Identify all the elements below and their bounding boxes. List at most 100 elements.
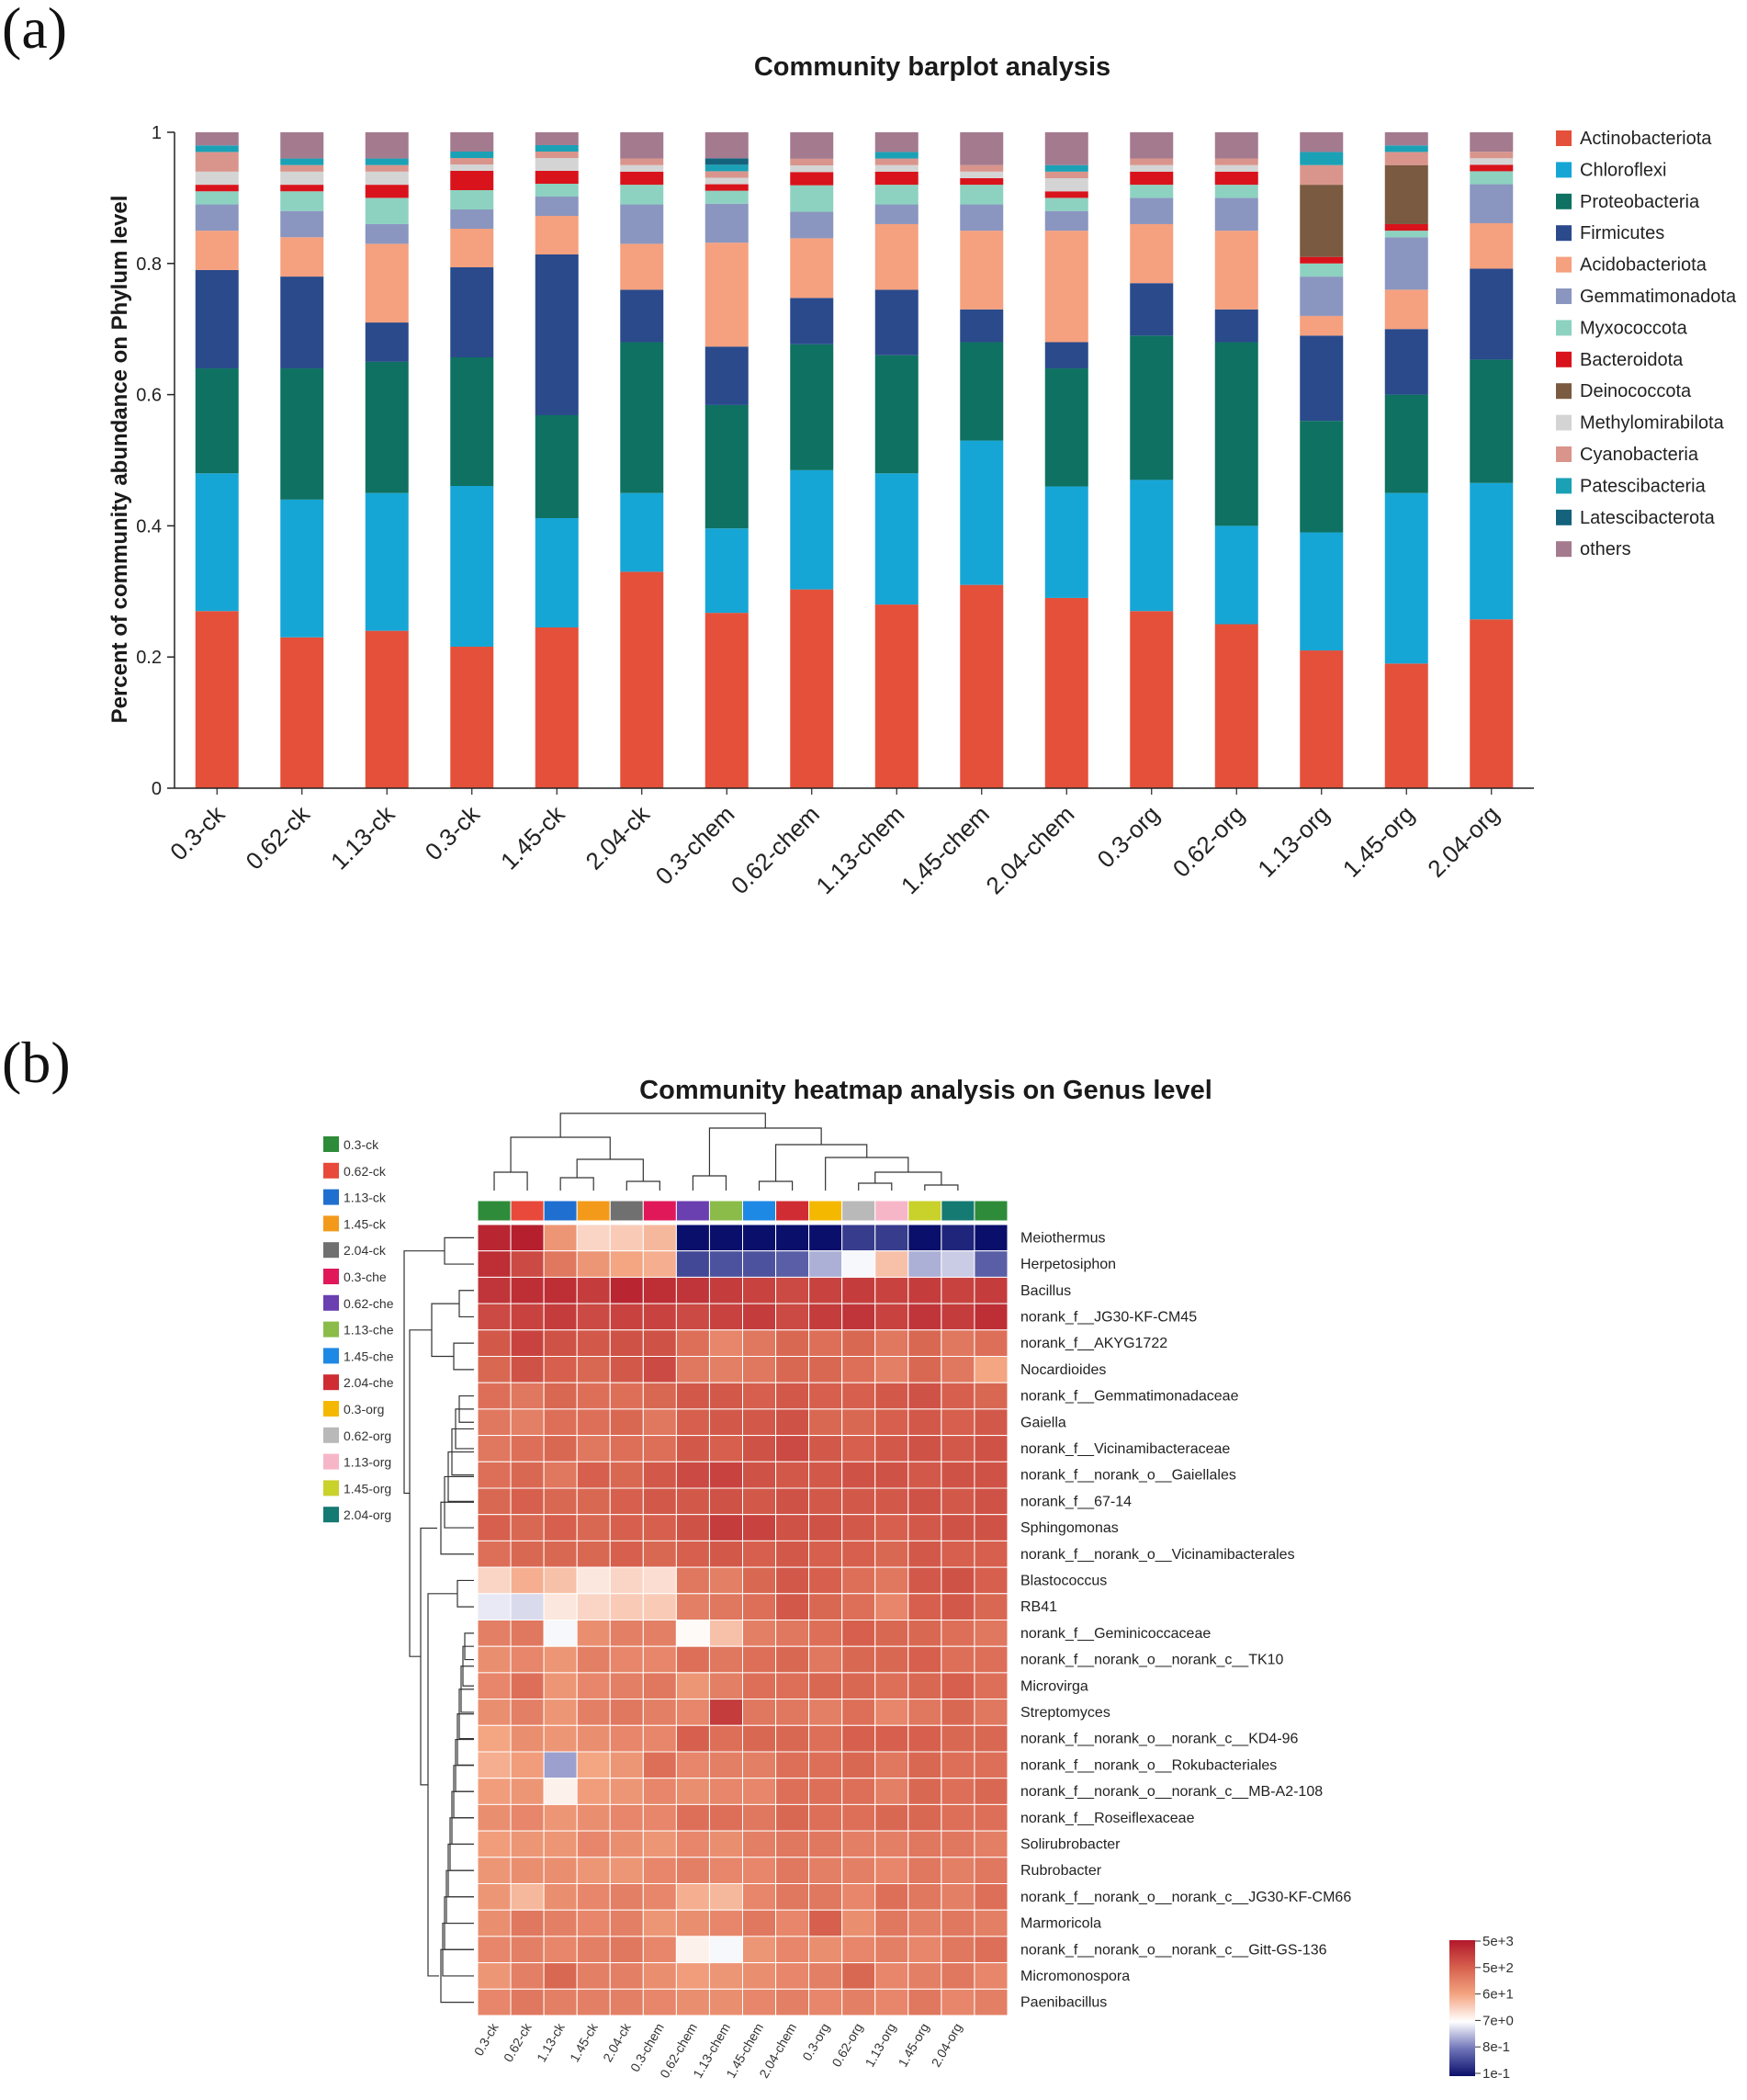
- heatmap-cell-15-12: [874, 1620, 909, 1647]
- heatmap-cell-9-9: [775, 1461, 810, 1489]
- bar-segment-acidobacteriota-3: [450, 229, 494, 267]
- heatmap-cell-7-9: [775, 1408, 810, 1437]
- heatmap-cell-9-10: [808, 1461, 843, 1489]
- heatmap-cell-11-7: [708, 1514, 743, 1541]
- bar-segment-chloroflexi-6: [704, 528, 749, 614]
- legend-label-proteobacteria: Proteobacteria: [1580, 192, 1700, 212]
- bar-segment-firmicutes-15: [1470, 268, 1514, 360]
- heatmap-cell-1-15: [974, 1250, 1009, 1278]
- heatmap-cell-22-12: [874, 1803, 909, 1832]
- heatmap-cell-12-12: [874, 1540, 909, 1568]
- heatmap-cell-27-5: [642, 1936, 677, 1964]
- heatmap-cell-17-13: [907, 1672, 942, 1700]
- barplot-x-tick-label: 0.62-org: [1167, 800, 1250, 883]
- heatmap-cell-28-5: [642, 1962, 677, 1990]
- heatmap-cell-24-13: [907, 1857, 942, 1885]
- heatmap-cell-20-7: [708, 1751, 743, 1779]
- heatmap-cell-23-9: [775, 1830, 810, 1858]
- heatmap-cell-24-14: [941, 1857, 975, 1885]
- group-legend-swatch: [323, 1401, 339, 1417]
- bar-segment-proteobacteria-3: [450, 357, 494, 486]
- heatmap-cell-24-15: [974, 1857, 1009, 1885]
- heatmap-cell-17-10: [808, 1672, 843, 1700]
- heatmap-cell-29-5: [642, 1988, 677, 2016]
- heatmap-cell-12-6: [675, 1540, 710, 1568]
- group-legend-label: 1.45-org: [344, 1481, 391, 1496]
- group-legend-swatch: [323, 1507, 339, 1523]
- heatmap-cell-20-8: [742, 1751, 777, 1779]
- bar-segment-cyanobacteria-9: [960, 164, 1004, 172]
- heatmap-cell-26-0: [477, 1909, 512, 1937]
- heatmap-cell-1-0: [477, 1250, 512, 1278]
- heatmap-cell-27-11: [841, 1936, 876, 1964]
- heatmap-cell-11-15: [974, 1514, 1009, 1541]
- heatmap-cell-26-14: [941, 1909, 975, 1937]
- dendrogram-link: [692, 1175, 727, 1191]
- heatmap-cell-12-7: [708, 1540, 743, 1568]
- heatmap-cell-11-1: [510, 1514, 545, 1541]
- heatmap-cell-9-2: [543, 1461, 578, 1489]
- heatmap-cell-8-9: [775, 1435, 810, 1462]
- heatmap-cell-12-15: [974, 1540, 1009, 1568]
- group-legend-swatch: [323, 1242, 339, 1259]
- bar-segment-firmicutes-0: [195, 269, 239, 369]
- heatmap-cell-23-15: [974, 1830, 1009, 1858]
- heatmap-cell-9-8: [742, 1461, 777, 1489]
- heatmap-cell-27-8: [742, 1936, 777, 1964]
- barplot-x-tick-label: 1.45-chem: [896, 800, 995, 899]
- heatmap-cell-11-6: [675, 1514, 710, 1541]
- heatmap-cell-21-15: [974, 1778, 1009, 1805]
- heatmap-cell-13-3: [576, 1566, 611, 1595]
- heatmap-cell-1-1: [510, 1250, 545, 1278]
- heatmap-cell-23-2: [543, 1830, 578, 1858]
- heatmap-cell-3-10: [808, 1303, 843, 1331]
- heatmap-cell-23-13: [907, 1830, 942, 1858]
- bar-segment-methylomirabilota-0: [195, 171, 239, 186]
- bar-segment-actinobacteriota-14: [1384, 663, 1428, 788]
- group-legend-swatch: [323, 1294, 339, 1311]
- heatmap-row-label: Sphingomonas: [1020, 1520, 1119, 1536]
- heatmap-cell-12-5: [642, 1540, 677, 1568]
- heatmap-cell-18-6: [675, 1699, 710, 1726]
- bar-segment-acidobacteriota-2: [365, 243, 409, 323]
- heatmap-cell-23-3: [576, 1830, 611, 1858]
- heatmap-cell-14-7: [708, 1593, 743, 1621]
- bar-segment-patescibacteria-13: [1300, 152, 1344, 165]
- dendrogram-link: [708, 1127, 822, 1176]
- heatmap-cell-10-12: [874, 1487, 909, 1516]
- heatmap-cell-10-2: [543, 1487, 578, 1516]
- heatmap-cell-19-9: [775, 1724, 810, 1753]
- dendrogram-link: [453, 1342, 474, 1371]
- bar-segment-cyanobacteria-1: [280, 164, 324, 172]
- heatmap-cell-20-6: [675, 1751, 710, 1779]
- heatmap-cell-2-8: [742, 1276, 777, 1304]
- barplot-x-tick-label: 2.04-chem: [980, 800, 1079, 899]
- heatmap-cell-24-4: [609, 1857, 644, 1885]
- bar-segment-chloroflexi-7: [790, 469, 834, 590]
- heatmap-cell-2-5: [642, 1276, 677, 1304]
- heatmap-cell-13-2: [543, 1566, 578, 1595]
- heatmap-cell-9-11: [841, 1461, 876, 1489]
- bar-segment-myxococcota-12: [1214, 185, 1258, 198]
- heatmap-cell-7-1: [510, 1408, 545, 1437]
- heatmap-column-dendrogram: [493, 1112, 959, 1191]
- bar-segment-patescibacteria-1: [280, 158, 324, 165]
- heatmap-cell-24-7: [708, 1857, 743, 1885]
- heatmap-row-label: norank_f__Gemmatimonadaceae: [1020, 1389, 1239, 1405]
- bar-segment-others-11: [1130, 132, 1174, 159]
- heatmap-cell-9-3: [576, 1461, 611, 1489]
- heatmap-cell-14-3: [576, 1593, 611, 1621]
- heatmap-cell-16-6: [675, 1645, 710, 1674]
- group-legend-swatch: [323, 1136, 339, 1152]
- legend-label-actinobacteriota: Actinobacteriota: [1580, 129, 1712, 149]
- heatmap-cell-23-6: [675, 1830, 710, 1858]
- bar-segment-acidobacteriota-13: [1300, 315, 1344, 336]
- heatmap-cell-4-11: [841, 1329, 876, 1358]
- heatmap-cell-27-13: [907, 1936, 942, 1964]
- heatmap-cell-18-4: [609, 1699, 644, 1726]
- heatmap-cell-29-10: [808, 1988, 843, 2016]
- heatmap-cell-19-11: [841, 1724, 876, 1753]
- heatmap-cell-2-12: [874, 1276, 909, 1304]
- heatmap-cell-15-5: [642, 1620, 677, 1647]
- colorbar-label: 8e-1: [1482, 2039, 1510, 2055]
